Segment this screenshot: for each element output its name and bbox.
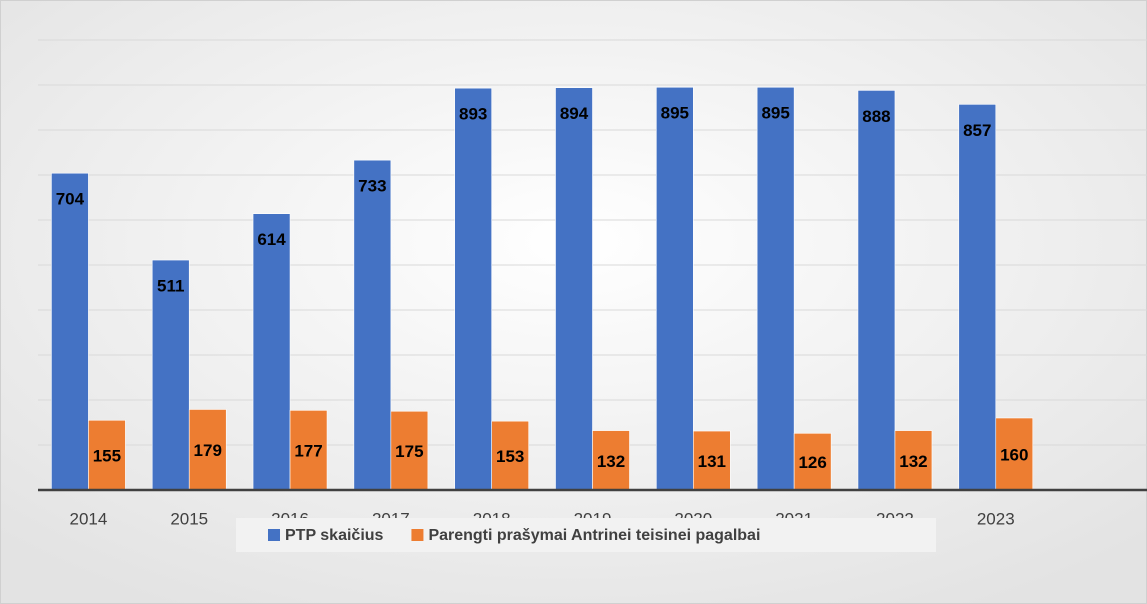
bar [857,90,896,491]
bar [555,87,593,491]
legend-label: Parengti prašymai Antrinei teisinei paga… [428,527,760,544]
legend-box [236,518,936,552]
bar [289,410,328,491]
bar [252,213,291,491]
data-label: 179 [194,441,222,460]
data-label: 126 [798,453,826,472]
data-label: 894 [560,104,589,123]
data-label: 857 [963,121,991,140]
bar [592,430,630,491]
data-label: 895 [661,104,689,123]
data-label: 895 [761,104,789,123]
data-label: 132 [899,452,927,471]
bar [88,419,126,491]
data-label: 733 [358,177,386,196]
legend-swatch [268,529,280,541]
bar [454,87,492,491]
bar [188,409,227,491]
x-tick-label: 2023 [977,509,1015,528]
x-tick-label: 2014 [69,509,107,528]
data-label: 704 [56,190,85,209]
bar [491,420,529,491]
data-label: 888 [862,107,890,126]
bar [390,410,429,491]
bar [151,259,190,491]
data-label: 893 [459,105,487,124]
x-tick-label: 2015 [170,509,208,528]
bar [693,430,731,491]
bar [958,104,997,491]
data-label: 160 [1000,445,1028,464]
data-label: 155 [93,447,121,466]
data-label: 175 [395,442,423,461]
data-label: 177 [294,442,322,461]
data-label: 511 [157,277,184,296]
bar [353,159,392,491]
bar [756,86,795,491]
bar [51,172,89,491]
data-label: 153 [496,447,524,466]
data-label: 614 [257,230,286,249]
data-label: 132 [597,452,625,471]
data-label: 131 [698,452,726,471]
legend-label: PTP skaičius [285,527,384,544]
bar [656,86,694,491]
legend-swatch [411,529,424,541]
